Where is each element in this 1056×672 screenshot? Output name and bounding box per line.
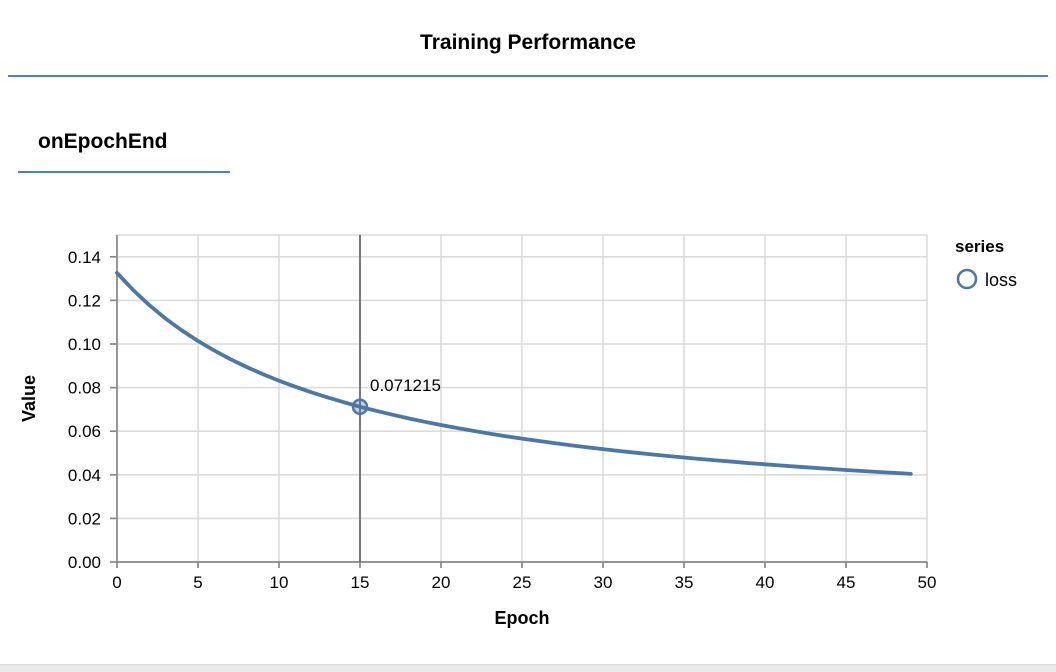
svg-text:40: 40 xyxy=(756,573,775,592)
svg-text:10: 10 xyxy=(270,573,289,592)
loss-curve[interactable] xyxy=(115,271,913,476)
svg-text:0.10: 0.10 xyxy=(68,335,101,354)
svg-text:20: 20 xyxy=(432,573,451,592)
svg-text:25: 25 xyxy=(513,573,532,592)
tooltip-value: 0.071215 xyxy=(370,376,441,395)
legend-loss-label: loss xyxy=(985,270,1017,290)
svg-text:45: 45 xyxy=(837,573,856,592)
svg-text:0.06: 0.06 xyxy=(68,422,101,441)
next-surface-edge xyxy=(0,664,1056,672)
tick-labels: 0 5 10 15 20 25 30 35 40 45 50 0.00 0.02 0.04 0.06 0.08… xyxy=(68,248,937,592)
svg-text:0.00: 0.00 xyxy=(68,553,101,572)
svg-text:35: 35 xyxy=(675,573,694,592)
svg-text:0.02: 0.02 xyxy=(68,509,101,528)
gridlines xyxy=(116,234,928,563)
svg-text:30: 30 xyxy=(594,573,613,592)
svg-text:15: 15 xyxy=(351,573,370,592)
svg-text:0.08: 0.08 xyxy=(68,379,101,398)
svg-text:0: 0 xyxy=(112,573,121,592)
svg-text:50: 50 xyxy=(918,573,937,592)
axes xyxy=(110,235,928,568)
x-axis-title: Epoch xyxy=(494,608,549,628)
svg-text:0.14: 0.14 xyxy=(68,248,101,267)
legend-loss-marker-icon xyxy=(956,268,978,290)
section-divider xyxy=(18,171,230,173)
y-axis-title: Value xyxy=(19,375,39,422)
legend: series loss xyxy=(955,237,1017,290)
svg-text:0.12: 0.12 xyxy=(68,291,101,310)
svg-text:5: 5 xyxy=(193,573,202,592)
legend-title: series xyxy=(955,237,1004,256)
header-divider xyxy=(8,75,1048,77)
highlight-point[interactable] xyxy=(351,398,369,416)
section-title: onEpochEnd xyxy=(38,130,168,153)
svg-text:0.04: 0.04 xyxy=(68,466,101,485)
training-loss-chart[interactable]: 0 5 10 15 20 25 30 35 40 45 50 0.00 0.02 0.04 0.06 0.08… xyxy=(0,200,1056,640)
page-title: Training Performance xyxy=(420,31,636,54)
